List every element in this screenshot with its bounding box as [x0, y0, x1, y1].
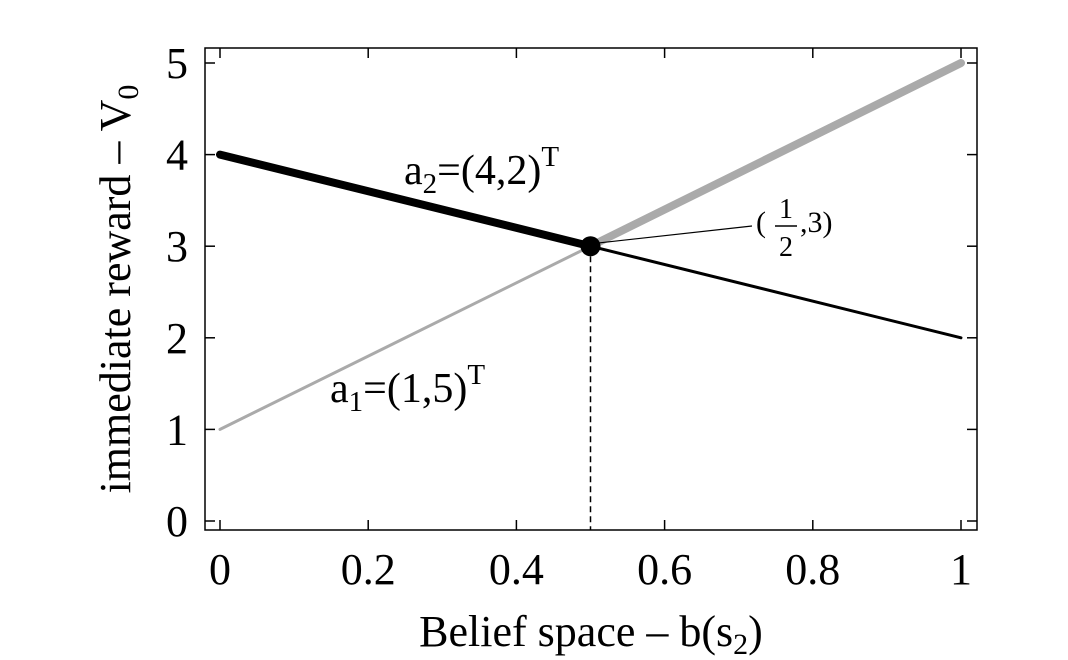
series-a1-dominant-segment: [586, 59, 965, 251]
series-a2-label-sup: T: [541, 141, 559, 173]
intersection-label-denominator: 2: [779, 232, 793, 263]
intersection-leader-line: [596, 225, 753, 244]
intersection-label: ( 1 2 ,3): [756, 194, 833, 263]
series-a1-label: a1=(1,5)T: [330, 359, 485, 418]
series-a2-label: a2=(4,2)T: [404, 141, 559, 200]
x-axis-label: Belief space – b(s2): [419, 607, 763, 660]
y-tick-label: 0: [166, 497, 188, 546]
series-a2-label-main: a: [404, 148, 423, 194]
x-axis-label-main: Belief space – b(s: [419, 607, 733, 656]
ticks: [205, 48, 977, 530]
x-axis-label-sub: 2: [733, 628, 748, 660]
series-a2-label-rest: =(4,2): [437, 148, 541, 194]
series-a2-line: [589, 244, 963, 340]
x-tick-label: 0.4: [489, 545, 544, 594]
intersection-label-close: ,3): [800, 206, 833, 239]
series-a1-label-sup: T: [467, 359, 485, 391]
series-a1-label-sub: 1: [349, 386, 364, 418]
x-tick-label: 0.2: [341, 545, 396, 594]
x-tick-label: 0: [209, 545, 231, 594]
y-axis-label: immediate reward – V0: [91, 85, 145, 494]
series-a1-label-main: a: [330, 366, 349, 412]
y-tick-label: 5: [166, 39, 188, 88]
x-tick-label: 1: [950, 545, 972, 594]
y-axis-label-main: immediate reward – V: [91, 99, 140, 493]
y-tick-label: 2: [166, 314, 188, 363]
series-a2-dominant-segment: [216, 150, 595, 251]
y-tick-label: 3: [166, 222, 188, 271]
y-tick-label: 1: [166, 405, 188, 454]
series-a1-label-rest: =(1,5): [363, 366, 467, 412]
intersection-label-open: (: [756, 206, 766, 239]
x-axis-label-end: ): [748, 607, 763, 656]
y-tick-label: 4: [166, 131, 188, 180]
series-a1-line: [218, 244, 592, 431]
x-tick-label: 0.6: [637, 545, 692, 594]
intersection-point: [580, 236, 601, 257]
tick-labels: 0 0.2 0.4 0.6 0.8 1 0 1 2 3 4 5: [166, 39, 972, 594]
series-a2-label-sub: 2: [423, 168, 438, 200]
x-tick-label: 0.8: [785, 545, 840, 594]
y-axis-label-sub: 0: [112, 85, 145, 100]
intersection-label-numerator: 1: [779, 194, 793, 225]
